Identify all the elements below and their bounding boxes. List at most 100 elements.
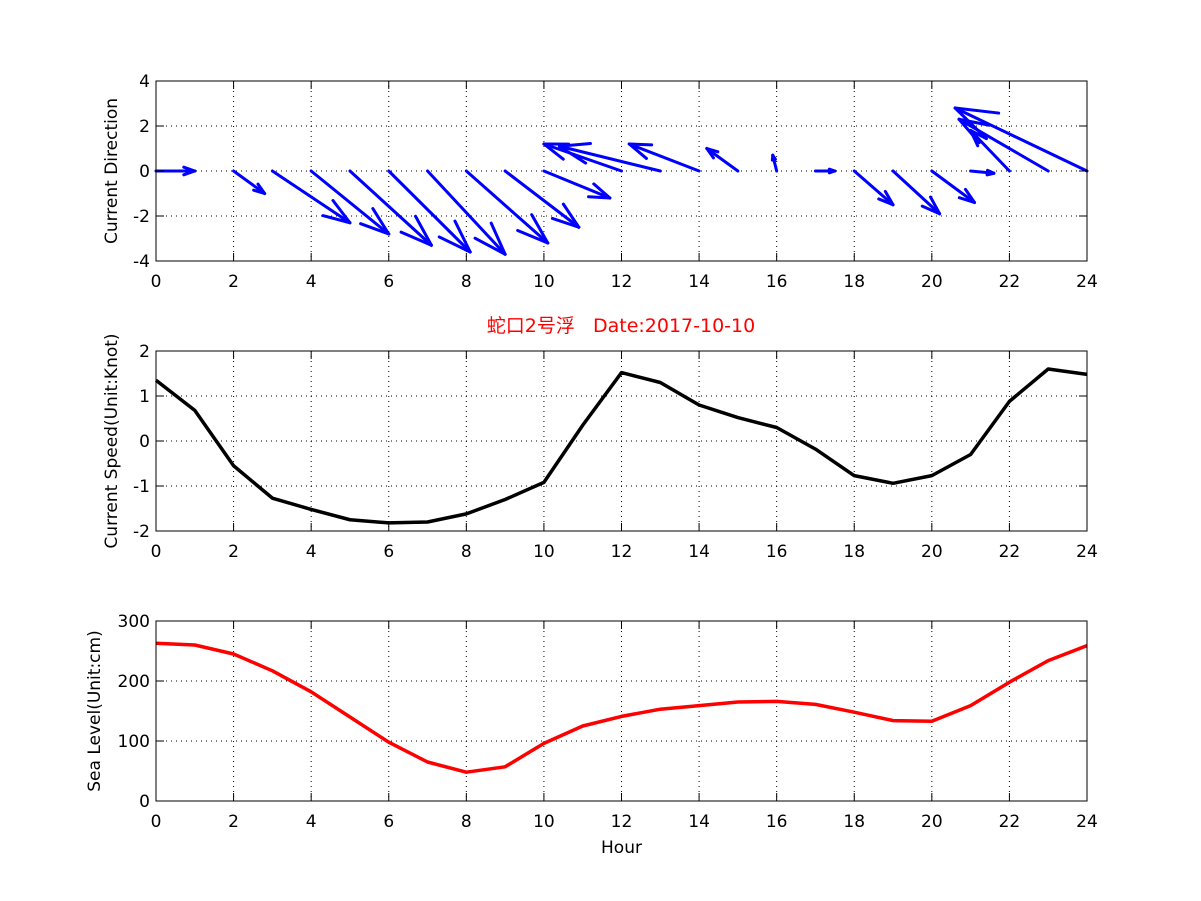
y-tick-label: 2: [139, 342, 150, 362]
arrow-head: [957, 196, 977, 204]
x-tick-label: 22: [999, 272, 1021, 292]
arrow-head: [182, 165, 197, 173]
x-tick-label: 6: [383, 812, 394, 832]
arrow-head: [557, 141, 592, 148]
arrow-head: [542, 142, 565, 161]
arrow-head: [371, 207, 391, 236]
y-tick-label: -2: [133, 207, 150, 227]
arrow-head: [557, 144, 588, 165]
arrow-head: [587, 195, 612, 200]
arrow-head: [592, 182, 612, 200]
y-tick-label: 1: [139, 387, 150, 407]
arrow-head: [359, 222, 391, 236]
x-tick-label: 12: [611, 272, 633, 292]
arrow-head: [331, 199, 352, 225]
x-tick-label: 24: [1076, 812, 1098, 832]
arrow-head: [530, 213, 550, 245]
arrow-shaft: [464, 169, 550, 245]
y-tick-label: 0: [139, 162, 150, 182]
arrow-shaft: [557, 144, 662, 173]
arrow-head: [256, 182, 267, 195]
arrow-shaft: [627, 142, 701, 173]
x-tick-label: 4: [306, 272, 317, 292]
x-tick-label: 24: [1076, 272, 1098, 292]
x-tick-label: 2: [228, 542, 239, 562]
arrow-head: [550, 216, 581, 229]
y-tick-label: 0: [139, 792, 150, 812]
direction-arrow: [852, 169, 895, 207]
arrow-shaft: [969, 129, 1011, 173]
arrow-head: [437, 235, 472, 254]
direction-arrow: [426, 169, 507, 256]
x-tick-label: 20: [921, 272, 943, 292]
speed-grid: [156, 351, 1087, 531]
x-tick-label: 14: [688, 272, 710, 292]
x-tick-label: 20: [921, 812, 943, 832]
chart-title: 蛇口2号浮 Date:2017-10-10: [487, 315, 755, 337]
arrow-head: [561, 202, 581, 229]
direction-y-axis-label: Current Direction: [102, 98, 122, 244]
direction-arrow: [348, 169, 433, 247]
arrow-shaft: [891, 169, 942, 216]
arrow-head: [883, 189, 895, 207]
y-tick-label: 200: [118, 672, 150, 692]
x-tick-label: 14: [688, 812, 710, 832]
arrow-head: [627, 142, 654, 147]
x-tick-label: 6: [383, 542, 394, 562]
y-tick-label: 300: [118, 612, 150, 632]
direction-arrow: [270, 169, 352, 225]
x-tick-label: 10: [533, 542, 555, 562]
arrow-head: [920, 204, 942, 216]
x-tick-label: 22: [999, 542, 1021, 562]
direction-arrow: [891, 169, 942, 216]
arrow-head: [453, 219, 472, 254]
direction-arrow: [503, 169, 581, 229]
arrow-head: [705, 147, 715, 160]
x-tick-label: 0: [151, 812, 162, 832]
x-tick-label: 14: [688, 542, 710, 562]
arrow-shaft: [953, 106, 1089, 173]
arrow-shaft: [270, 169, 352, 225]
arrow-head: [953, 106, 1001, 115]
x-tick-label: 18: [843, 542, 865, 562]
x-tick-label: 4: [306, 542, 317, 562]
y-tick-label: 0: [139, 432, 150, 452]
direction-arrow: [930, 169, 977, 204]
x-tick-label: 4: [306, 812, 317, 832]
x-tick-label: 2: [228, 272, 239, 292]
arrow-shaft: [348, 169, 433, 247]
arrow-shaft: [930, 169, 977, 204]
sea-level-grid: [156, 621, 1087, 801]
arrow-shaft: [503, 169, 581, 229]
arrow-head: [953, 106, 988, 141]
arrow-head: [516, 228, 550, 245]
arrow-shaft: [426, 169, 507, 256]
x-tick-label: 16: [766, 812, 788, 832]
arrow-shaft: [852, 169, 895, 207]
direction-arrow: [464, 169, 550, 245]
x-tick-label: 0: [151, 272, 162, 292]
direction-arrow: [770, 153, 779, 173]
arrow-head: [489, 221, 507, 256]
arrow-shaft: [705, 147, 740, 173]
arrow-head: [473, 236, 507, 256]
arrow-head: [877, 197, 895, 207]
x-tick-label: 24: [1076, 542, 1098, 562]
arrow-shaft: [309, 169, 391, 236]
arrow-head: [321, 214, 352, 225]
y-tick-label: -1: [133, 477, 150, 497]
arrow-head: [957, 117, 991, 127]
x-tick-label: 18: [843, 812, 865, 832]
arrow-head: [414, 214, 433, 247]
x-tick-label: 10: [533, 812, 555, 832]
arrow-shaft: [542, 169, 612, 200]
y-tick-label: 4: [139, 72, 150, 92]
arrow-head: [399, 230, 433, 247]
direction-arrow: [309, 169, 391, 236]
x-tick-label: 10: [533, 272, 555, 292]
